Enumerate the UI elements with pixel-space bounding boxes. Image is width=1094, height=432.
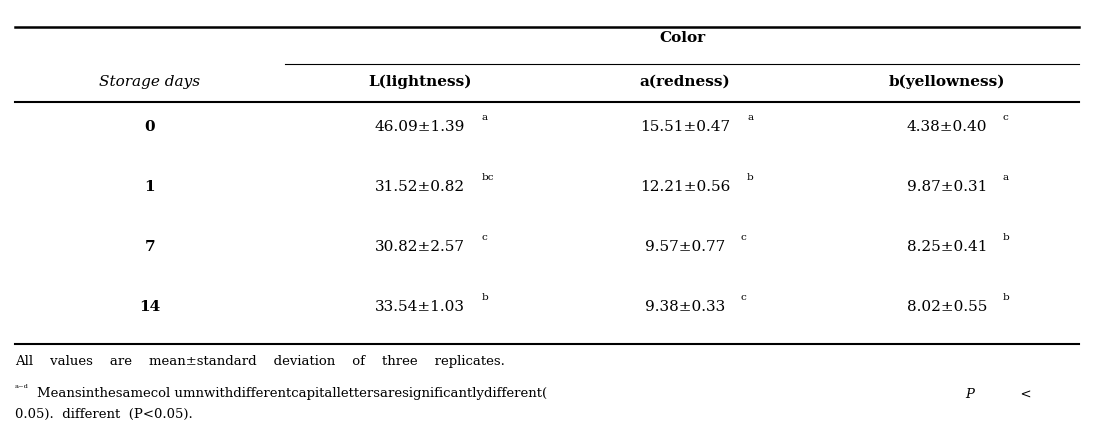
Text: 8.02±0.55: 8.02±0.55 xyxy=(907,300,987,314)
Text: <: < xyxy=(996,388,1032,400)
Text: 12.21±0.56: 12.21±0.56 xyxy=(640,180,730,194)
Text: 46.09±1.39: 46.09±1.39 xyxy=(375,120,465,134)
Text: 15.51±0.47: 15.51±0.47 xyxy=(640,120,730,134)
Text: P: P xyxy=(965,388,974,400)
Text: 4.38±0.40: 4.38±0.40 xyxy=(907,120,987,134)
Text: ᵃ⁻ᵈ: ᵃ⁻ᵈ xyxy=(15,384,28,393)
Text: bc: bc xyxy=(482,172,494,181)
Text: a: a xyxy=(747,112,753,121)
Text: 14: 14 xyxy=(139,300,161,314)
Text: b: b xyxy=(482,292,489,302)
Text: b: b xyxy=(1003,232,1010,241)
Text: 0: 0 xyxy=(144,120,155,134)
Text: 30.82±2.57: 30.82±2.57 xyxy=(375,240,465,254)
Text: c: c xyxy=(1003,112,1009,121)
Text: c: c xyxy=(741,232,746,241)
Text: a: a xyxy=(1003,172,1009,181)
Text: 9.57±0.77: 9.57±0.77 xyxy=(644,240,725,254)
Text: a: a xyxy=(482,112,488,121)
Text: 1: 1 xyxy=(144,180,155,194)
Text: 9.38±0.33: 9.38±0.33 xyxy=(644,300,725,314)
Text: 33.54±1.03: 33.54±1.03 xyxy=(375,300,465,314)
Text: 8.25±0.41: 8.25±0.41 xyxy=(907,240,987,254)
Text: b: b xyxy=(1003,292,1010,302)
Text: 31.52±0.82: 31.52±0.82 xyxy=(375,180,465,194)
Text: 0.05).  different  (P<0.05).: 0.05). different (P<0.05). xyxy=(15,407,193,420)
Text: L(lightness): L(lightness) xyxy=(369,75,472,89)
Text: b(yellowness): b(yellowness) xyxy=(888,75,1005,89)
Text: b: b xyxy=(747,172,754,181)
Text: c: c xyxy=(482,232,488,241)
Text: Color: Color xyxy=(659,31,705,45)
Text: a(redness): a(redness) xyxy=(640,75,731,89)
Text: 9.87±0.31: 9.87±0.31 xyxy=(907,180,987,194)
Text: All    values    are    mean±standard    deviation    of    three    replicates.: All values are mean±standard deviation o… xyxy=(15,356,504,368)
Text: Meansinthesamecol umnwithdifferentcapitallettersaresignificantlydifferent(: Meansinthesamecol umnwithdifferentcapita… xyxy=(37,388,550,400)
Text: c: c xyxy=(741,292,746,302)
Text: Storage days: Storage days xyxy=(100,75,200,89)
Text: 7: 7 xyxy=(144,240,155,254)
